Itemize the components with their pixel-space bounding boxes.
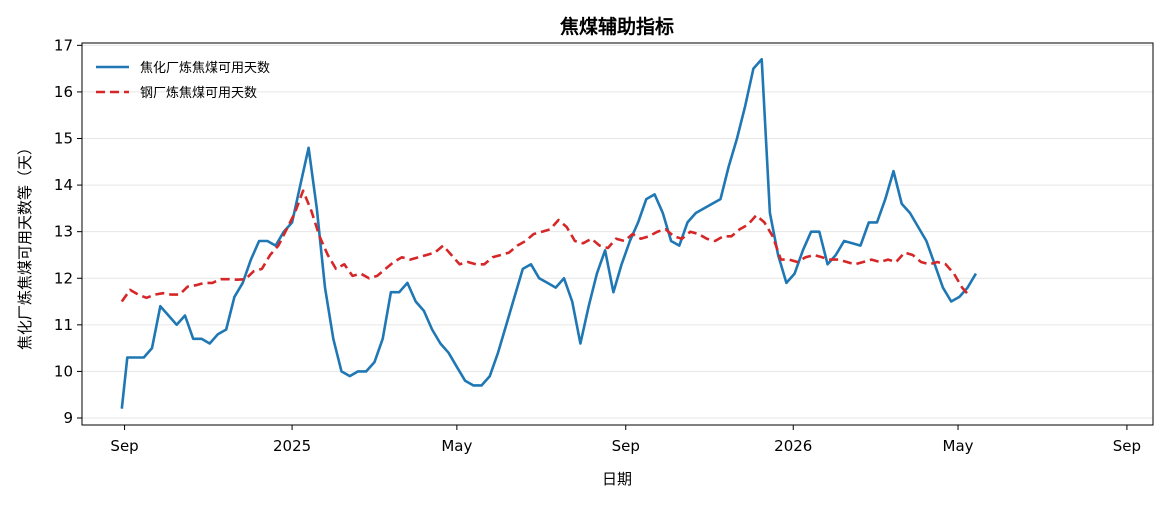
series-layer <box>120 58 978 409</box>
x-tick-label: Sep <box>612 437 640 455</box>
y-tick-label: 17 <box>54 36 73 54</box>
x-tick-label: 2025 <box>273 437 311 455</box>
y-tick-label: 10 <box>54 362 73 380</box>
series-line-2 <box>120 189 972 303</box>
x-tick-label: May <box>943 437 974 455</box>
y-tick-label: 11 <box>54 316 73 334</box>
y-tick-label: 14 <box>54 176 73 194</box>
axis-layer: 9 10 11 12 13 14 15 16 17 Sep 2025 May Sep 2026 May Sep <box>54 36 1141 455</box>
legend-label-1: 焦化厂炼焦煤可用天数 <box>140 61 270 76</box>
x-tick-label: Sep <box>110 437 138 455</box>
y-tick-label: 16 <box>54 83 73 101</box>
legend-label-2: 钢厂炼焦煤可用天数 <box>140 86 257 101</box>
y-tick-label: 15 <box>54 130 73 148</box>
chart-title: 焦煤辅助指标 <box>559 15 674 38</box>
x-axis-label: 日期 <box>602 470 632 488</box>
y-tick-label: 12 <box>54 269 73 287</box>
x-tick-label: May <box>441 437 472 455</box>
x-tick-label: Sep <box>1113 437 1141 455</box>
series-line-1 <box>120 58 978 409</box>
plot-frame <box>81 42 1154 426</box>
x-tick-label: 2026 <box>774 437 812 455</box>
y-tick-label: 9 <box>63 409 73 427</box>
y-tick-label: 13 <box>54 223 73 241</box>
y-axis-label: 焦化厂炼焦煤可用天数等（天） <box>16 140 34 350</box>
grid-layer <box>82 44 1153 419</box>
